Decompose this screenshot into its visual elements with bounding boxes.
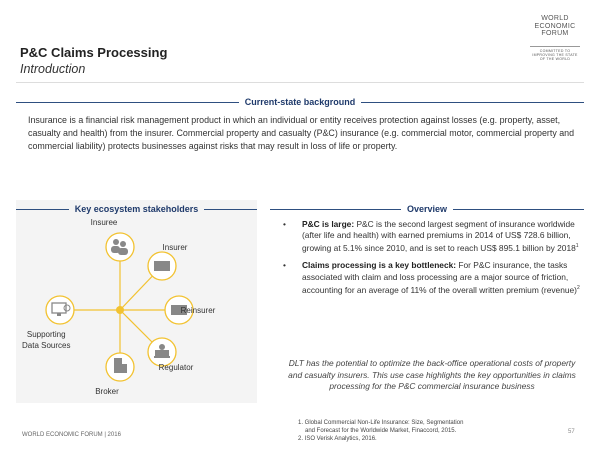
footer-text: WORLD ECONOMIC FORUM | 2016: [22, 432, 121, 438]
page-subtitle: Introduction: [20, 62, 86, 76]
building-icon: [154, 261, 170, 271]
conclusion-text: DLT has the potential to optimize the ba…: [288, 358, 576, 391]
label-line: Supporting: [26, 330, 66, 339]
label-line: Data Sources: [22, 341, 71, 350]
node-label-regulator: Regulator: [158, 363, 194, 372]
wef-logo: WORLD ECONOMIC FORUM COMMITTED TO IMPROV…: [530, 15, 580, 61]
logo-line: FORUM: [541, 30, 569, 37]
people-icon: [111, 239, 128, 255]
capitol-icon: [154, 344, 170, 358]
page-number: 57: [568, 429, 575, 435]
bullet-text: P&C is the second largest segment of ins…: [302, 219, 576, 254]
footnote: and Forecast for the Worldwide Market, F…: [305, 428, 457, 435]
building-icon: [171, 305, 187, 315]
hub-dot: [116, 306, 124, 314]
node-label-insuree: Insuree: [90, 218, 118, 227]
logo-line: WORLD: [541, 15, 569, 22]
overview-bullet: P&C is large: P&C is the second largest …: [283, 219, 583, 254]
logo-tagline: COMMITTED TO IMPROVING THE STATE OF THE …: [530, 45, 580, 61]
node-label-insurer: Insurer: [162, 243, 188, 252]
overview-list: P&C is large: P&C is the second largest …: [283, 219, 583, 302]
footnote: 2. ISO Verisk Analytics, 2016.: [298, 436, 377, 443]
office-tower-icon: [114, 358, 127, 373]
footnote-ref: 2: [576, 284, 580, 291]
background-heading: Current-state background: [16, 96, 585, 108]
footnote-ref: 1: [575, 243, 579, 250]
page-title: P&C Claims Processing: [20, 45, 168, 60]
footnote: 1. Global Commercial Non-Life Insurance:…: [298, 420, 464, 426]
bullet-lead: Claims processing is a key bottleneck:: [302, 260, 457, 271]
logo-line: ECONOMIC: [534, 22, 576, 30]
overview-bullet: Claims processing is a key bottleneck: F…: [283, 260, 583, 295]
node-label-broker: Broker: [95, 387, 119, 396]
overview-heading: Overview: [270, 203, 584, 215]
section-title: Current-state background: [244, 97, 356, 107]
section-title: Overview: [406, 204, 448, 214]
insuree-node: [105, 232, 135, 262]
bullet-text: For P&C insurance, the tasks associated …: [302, 260, 577, 295]
stakeholder-diagram: [45, 232, 194, 382]
header-divider: [16, 82, 584, 83]
node-label-reinsurer: Reinsurer: [180, 306, 216, 315]
monitor-search-icon: [51, 302, 71, 316]
node-label-data-sources: Supporting Data Sources: [22, 329, 70, 351]
stakeholders-heading: Key ecosystem stakeholders: [16, 203, 258, 215]
footnotes: 1. Global Commercial Non-Life Insurance:…: [298, 419, 463, 444]
background-text: Insurance is a financial risk management…: [28, 115, 575, 151]
bullet-lead: P&C is large:: [302, 219, 355, 229]
section-title: Key ecosystem stakeholders: [74, 204, 199, 214]
